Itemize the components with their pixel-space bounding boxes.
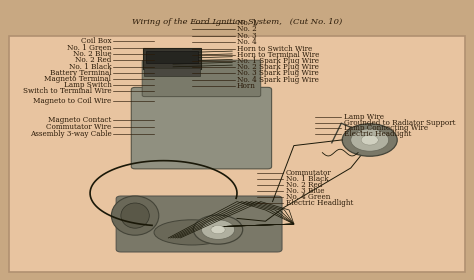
FancyBboxPatch shape [9, 36, 465, 272]
Text: Switch to Terminal Wire: Switch to Terminal Wire [23, 87, 111, 95]
Text: Lamp Switch: Lamp Switch [64, 81, 111, 89]
Text: Battery Terminal: Battery Terminal [50, 69, 111, 77]
Text: Electric Headlight: Electric Headlight [286, 199, 353, 207]
Text: No. 1 Spark Plug Wire: No. 1 Spark Plug Wire [237, 57, 319, 65]
Text: Grounded to Radiator Support: Grounded to Radiator Support [344, 119, 455, 127]
Text: Assembly 3-way Cable: Assembly 3-way Cable [30, 130, 111, 138]
Text: No. 2 Red: No. 2 Red [75, 57, 111, 64]
Text: Horn: Horn [237, 82, 256, 90]
Text: Magneto to Coil Wire: Magneto to Coil Wire [33, 97, 111, 105]
Text: No. 2: No. 2 [237, 25, 257, 33]
Text: No. 1 Black: No. 1 Black [69, 63, 111, 71]
Text: No. 1: No. 1 [237, 19, 257, 27]
Text: Commutator: Commutator [286, 169, 332, 177]
Circle shape [342, 124, 397, 156]
Circle shape [361, 135, 378, 145]
Text: Lamp Wire: Lamp Wire [344, 113, 383, 121]
FancyBboxPatch shape [143, 48, 201, 69]
Ellipse shape [121, 203, 149, 228]
Circle shape [351, 129, 389, 151]
Text: No. 4 Spark Plug Wire: No. 4 Spark Plug Wire [237, 76, 319, 83]
Text: Horn to Switch Wire: Horn to Switch Wire [237, 45, 312, 53]
Ellipse shape [111, 196, 159, 235]
Ellipse shape [154, 220, 230, 245]
FancyBboxPatch shape [142, 60, 261, 97]
Text: No. 2 Spark Plug Wire: No. 2 Spark Plug Wire [237, 63, 319, 71]
Text: No. 1 Black: No. 1 Black [286, 175, 328, 183]
Text: Horn to Terminal Wire: Horn to Terminal Wire [237, 51, 319, 59]
Circle shape [193, 215, 243, 244]
Text: No. 4 Green: No. 4 Green [286, 193, 330, 201]
FancyBboxPatch shape [116, 196, 282, 252]
FancyBboxPatch shape [146, 51, 198, 63]
Text: No. 3: No. 3 [237, 32, 256, 40]
Text: Magneto Contact: Magneto Contact [48, 116, 111, 124]
Text: Lamp Connecting Wire: Lamp Connecting Wire [344, 124, 428, 132]
Text: Electric Headlight: Electric Headlight [344, 130, 411, 138]
Text: Wiring of the Ford Ignition System,   (Cut No. 10): Wiring of the Ford Ignition System, (Cut… [132, 18, 342, 26]
Circle shape [211, 225, 225, 234]
Text: No. 2 Red: No. 2 Red [286, 181, 322, 189]
Text: Coil Box: Coil Box [81, 38, 111, 45]
Text: No. 2 Blue: No. 2 Blue [73, 50, 111, 58]
Text: No. 4: No. 4 [237, 38, 257, 46]
FancyBboxPatch shape [131, 87, 272, 169]
Text: Commutator Wire: Commutator Wire [46, 123, 111, 131]
Circle shape [201, 220, 235, 239]
FancyBboxPatch shape [144, 68, 200, 76]
Text: No. 3 Spark Plug Wire: No. 3 Spark Plug Wire [237, 69, 319, 77]
Text: No. 1 Green: No. 1 Green [67, 44, 111, 52]
Text: Magneto Terminal: Magneto Terminal [45, 75, 111, 83]
Text: No. 3 Blue: No. 3 Blue [286, 187, 324, 195]
